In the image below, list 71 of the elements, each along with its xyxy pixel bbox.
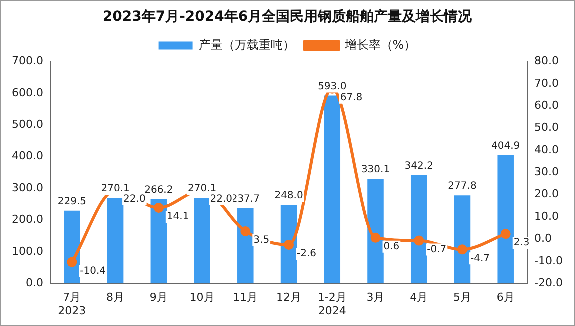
x-tick-label: 4月 [410, 291, 428, 304]
point [457, 244, 468, 255]
data-label: 22.0 [210, 194, 233, 206]
data-label: 67.8 [340, 92, 363, 104]
point [154, 202, 164, 213]
y2-tick-label: 30.0 [534, 166, 560, 179]
data-label: 229.5 [58, 196, 86, 208]
bar [498, 155, 514, 284]
data-label: -0.7 [427, 244, 447, 256]
data-label: 0.6 [384, 242, 400, 253]
bar [324, 96, 341, 284]
bar [194, 198, 210, 284]
data-label: 593.0 [318, 81, 347, 92]
y2-tick-label: 0.0 [534, 232, 552, 246]
x-tick-label: 5月 [453, 291, 472, 304]
x-tick-label: 7月 2023 [58, 291, 86, 318]
data-label: 266.2 [144, 184, 174, 196]
y2-tick-label: 60.0 [534, 99, 560, 112]
x-tick-label: 3月 [366, 291, 385, 304]
point [500, 229, 511, 240]
y-tick-label: 500.0 [12, 118, 44, 132]
y-tick-label: 300.0 [12, 181, 44, 194]
bar [107, 198, 124, 284]
y2-tick-label: 70.0 [534, 76, 560, 90]
legend-label: 产量（万载重吨） [198, 38, 295, 52]
bar [150, 199, 168, 284]
y-tick-label: 200.0 [12, 213, 44, 226]
y-tick-label: 0.0 [26, 276, 44, 290]
y-tick-label: 600.0 [12, 86, 44, 100]
y-tick-label: 100.0 [12, 244, 44, 258]
data-label: 14.1 [166, 212, 190, 223]
y2-tick-label: 20.0 [534, 188, 560, 201]
x-tick-label: 8月 [106, 291, 125, 304]
x-tick-label: 12月 [276, 291, 302, 304]
data-label: 2.3 [514, 238, 530, 249]
point [284, 240, 294, 250]
data-label: 270.1 [101, 184, 130, 195]
y-tick-label: 700.0 [12, 54, 44, 68]
x-tick-label: 1-2月 2024 [318, 291, 347, 318]
bar [238, 208, 254, 284]
y2-tick-label: 10.0 [534, 210, 560, 223]
y2-tick-label: 50.0 [534, 121, 560, 134]
y-tick-label: 400.0 [12, 150, 44, 163]
y2-tick-label: 40.0 [534, 143, 560, 156]
y2-tick-label: -10.0 [534, 254, 564, 268]
x-tick-label: 10月 [190, 291, 215, 304]
x-tick-label: 9月 [150, 291, 168, 304]
point [370, 232, 381, 243]
data-label: 330.1 [361, 164, 390, 176]
y2-tick-label: -20.0 [534, 276, 564, 290]
point [67, 257, 78, 268]
point [414, 236, 424, 246]
x-tick-label: 11月 [233, 291, 258, 304]
bar [454, 196, 471, 284]
x-tick-label: 6月 [496, 291, 515, 304]
bar [410, 175, 428, 284]
point [240, 226, 251, 236]
data-label: -2.6 [297, 248, 317, 260]
y2-tick-label: 80.0 [534, 54, 560, 68]
bar [368, 179, 384, 284]
data-label: 248.0 [274, 190, 304, 202]
data-label: 270.1 [188, 184, 217, 195]
data-label: 342.2 [404, 160, 434, 172]
data-label: 404.9 [492, 140, 520, 152]
data-label: 22.0 [124, 194, 146, 206]
chart-title: 2023年7月-2024年6月全国民用钢质船舶产量及增长情况 [102, 8, 474, 26]
data-label: -4.7 [470, 253, 490, 264]
data-label: 277.8 [448, 181, 477, 192]
legend-label: 增长率（%） [344, 38, 416, 52]
data-label: -10.4 [80, 266, 106, 277]
data-label: 3.5 [254, 235, 270, 246]
